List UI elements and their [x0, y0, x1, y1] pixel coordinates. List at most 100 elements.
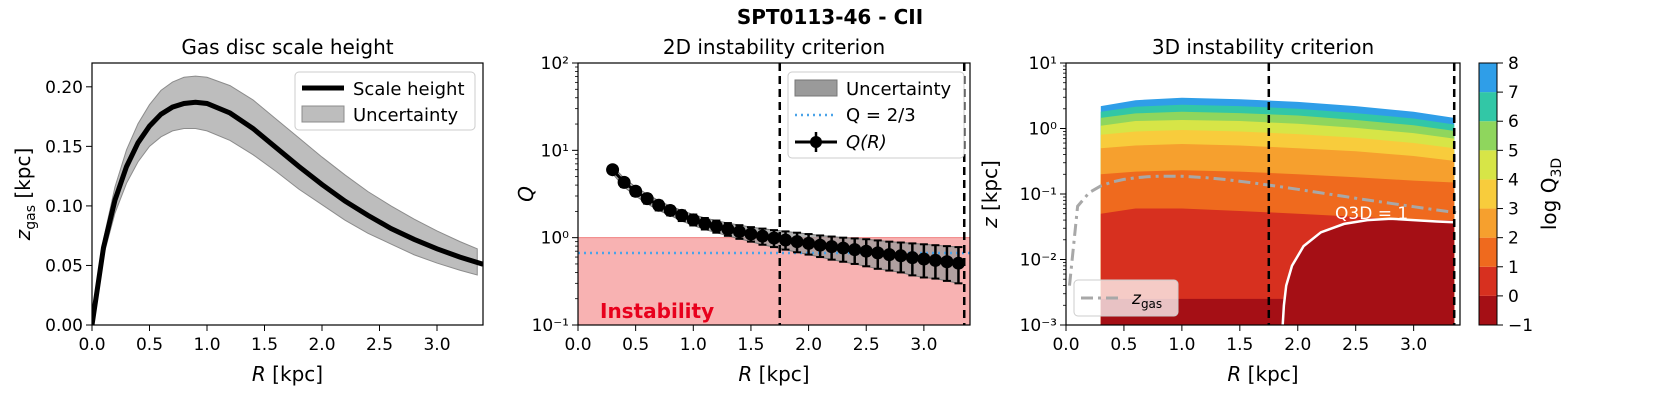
p1|0-y-tick-label: 0.20	[45, 78, 83, 98]
legend-q-of-r-marker	[810, 136, 822, 148]
p1|0-frame	[91, 62, 484, 326]
panel1-legend: Scale height Uncertainty	[294, 71, 476, 131]
p2|1-y-tick-label: 10⁻¹	[532, 316, 569, 336]
colorbar-segment	[1479, 121, 1497, 151]
q-point	[629, 184, 643, 198]
colorbar-segment	[1479, 295, 1497, 325]
p1|0-x-tick-label: 2.0	[308, 335, 335, 355]
p3|2-y-tick-label: 10⁻³	[1020, 316, 1057, 336]
p3|2-x-tick-label: 1.5	[1226, 335, 1253, 355]
panel2-y-label: Q	[514, 186, 538, 202]
colorbar: −1 0 1 2 3 4 5 6 7 8 log Q3D	[1478, 54, 1565, 336]
q-point	[894, 249, 908, 263]
q-point	[871, 246, 885, 260]
colorbar-tick-label: 3	[1508, 200, 1519, 220]
p3|2-x-tick-label: 1.0	[1168, 335, 1195, 355]
q-point	[779, 233, 793, 247]
colorbar-segment	[1479, 63, 1497, 93]
p3|2-x-tick-label: 2.0	[1284, 335, 1311, 355]
colorbar-tick-label: 8	[1508, 54, 1519, 74]
q-point	[652, 198, 666, 212]
q-point	[882, 248, 896, 262]
p1|0-y-tick-label: 0.10	[45, 197, 83, 217]
panel1-x-label: R [kpc]	[252, 362, 323, 386]
p3|2-x-tick-label: 0.0	[1052, 335, 1079, 355]
legend-scale-height-label: Scale height	[353, 79, 465, 100]
legend-q-of-r-label: Q(R)	[846, 132, 887, 153]
p1|0-y-tick-label: 0.05	[45, 256, 83, 276]
p3|2-y-tick-label: 10⁻²	[1020, 251, 1057, 271]
p3|2-x-tick-label: 2.5	[1342, 335, 1369, 355]
q-point	[709, 219, 723, 233]
colorbar-segment	[1479, 150, 1497, 180]
q3d-contour-label: Q3D = 1	[1335, 204, 1408, 224]
q-point	[848, 243, 862, 257]
p2|1-x-tick-label: 1.0	[680, 335, 707, 355]
colorbar-segment	[1479, 179, 1497, 209]
q-point	[767, 231, 781, 245]
p1|0-x-tick-label: 2.5	[366, 335, 393, 355]
q3d-contour-line	[1281, 217, 1455, 325]
panel2-title: 2D instability criterion	[663, 35, 885, 59]
colorbar-tick-label: 0	[1508, 287, 1519, 307]
panel1-title: Gas disc scale height	[181, 35, 393, 59]
p1|0-x-tick-label: 1.5	[251, 335, 278, 355]
q-point	[951, 256, 965, 270]
p2|1-x-tick-label: 0.0	[564, 335, 591, 355]
p3|2-x-tick-label: 3.0	[1400, 335, 1427, 355]
scale-height-line	[92, 99, 483, 325]
colorbar-segment	[1479, 92, 1497, 122]
q-point	[790, 235, 804, 249]
panel3-x-label: R [kpc]	[1227, 362, 1298, 386]
q-point	[686, 213, 700, 227]
p3|2-y-tick-label: 10¹	[1029, 54, 1057, 74]
q-point	[940, 255, 954, 269]
q-point	[755, 229, 769, 243]
p2|1-y-tick-label: 10⁰	[541, 229, 570, 249]
colorbar-segment	[1479, 208, 1497, 238]
q-point	[698, 217, 712, 231]
panel2-legend: Uncertainty Q = 2/3 Q(R)	[787, 71, 965, 159]
p1|0-x-tick-label: 3.0	[423, 335, 450, 355]
panel-scale-height: 0.0 0.5 1.0 1.5 2.0 2.5 3.0 0.00 0.05 0.10 0.15 0.2…	[11, 35, 484, 386]
panel1-y-label: zgas [kpc]	[11, 148, 39, 242]
q3d-unstable-region	[1282, 218, 1455, 325]
q-point	[606, 163, 620, 177]
p2|1-x-tick-label: 1.5	[737, 335, 764, 355]
q-point	[836, 241, 850, 255]
q-point	[721, 222, 735, 236]
p1|0-x-tick-label: 1.0	[193, 335, 220, 355]
legend-uncertainty-swatch	[794, 79, 838, 97]
q-point	[917, 252, 931, 266]
q-point	[663, 203, 677, 217]
p2|1-x-tick-label: 2.0	[795, 335, 822, 355]
colorbar-segment	[1479, 266, 1497, 296]
q-point	[859, 244, 873, 258]
p2|1-x-tick-label: 3.0	[910, 335, 937, 355]
p2|1-y-tick-label: 10²	[541, 54, 569, 74]
colorbar-tick-label: 1	[1508, 258, 1519, 278]
p1|0-x-tick-label: 0.5	[136, 335, 163, 355]
legend-z-gas-label: zgas	[1131, 289, 1162, 311]
panel3-y-label: z [kpc]	[978, 160, 1002, 229]
p1|0-x-tick-label: 0.0	[78, 335, 105, 355]
q-point	[802, 236, 816, 250]
colorbar-tick-label: 7	[1508, 83, 1519, 103]
legend-q-two-thirds-label: Q = 2/3	[846, 105, 916, 126]
legend-uncertainty-swatch	[301, 105, 345, 123]
legend-uncertainty-label: Uncertainty	[846, 79, 952, 100]
p3|2-y-tick-label: 10⁻¹	[1020, 185, 1057, 205]
panel3-legend: zgas	[1073, 279, 1179, 317]
panel2-x-label: R [kpc]	[738, 362, 809, 386]
colorbar-tick-label: 4	[1508, 170, 1519, 190]
q-point	[732, 225, 746, 239]
q-point	[813, 238, 827, 252]
q-point	[825, 240, 839, 254]
q-point	[928, 253, 942, 267]
p2|1-frame	[577, 62, 971, 326]
colorbar-tick-label: 2	[1508, 229, 1519, 249]
colorbar-segment	[1479, 237, 1497, 267]
colorbar-frame	[1478, 62, 1498, 326]
p2|1-x-tick-label: 2.5	[853, 335, 880, 355]
colorbar-tick-label: −1	[1508, 316, 1533, 336]
